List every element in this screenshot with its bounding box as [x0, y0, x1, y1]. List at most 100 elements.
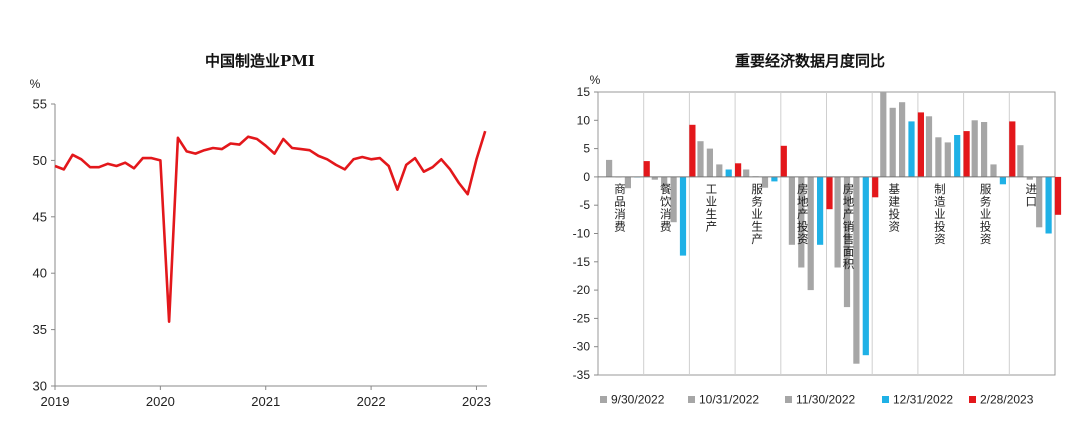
legend-label: 9/30/2022	[611, 393, 665, 407]
bar	[944, 142, 951, 177]
pmi-chart-title: 中国制造业PMI	[205, 52, 315, 70]
category-label: 费	[660, 219, 672, 233]
y-tick-label: -25	[573, 311, 591, 325]
bar	[843, 176, 851, 308]
bar	[971, 120, 978, 177]
y-tick-label: 30	[33, 379, 47, 394]
bar	[1009, 121, 1016, 177]
bar	[807, 176, 814, 291]
y-tick-label: -15	[573, 255, 591, 269]
category-label: 房	[797, 182, 809, 196]
econ-chart-title: 重要经济数据月度同比	[734, 52, 885, 70]
bar	[1036, 176, 1043, 228]
category-label: 投	[797, 219, 809, 233]
category-label: 消	[614, 207, 626, 221]
bar	[1017, 145, 1024, 177]
x-tick-label: 2022	[357, 394, 386, 409]
bar	[990, 164, 997, 177]
bar	[954, 135, 961, 177]
bar	[788, 176, 795, 245]
category-label: 产	[797, 207, 809, 221]
category-label: 地	[797, 194, 809, 208]
bar	[908, 121, 915, 177]
x-tick-label: 2023	[462, 394, 491, 409]
bar	[853, 176, 860, 364]
bar	[624, 176, 631, 189]
bar	[771, 176, 778, 182]
y-tick-label: 45	[33, 209, 47, 224]
legend-label: 12/31/2022	[893, 393, 953, 407]
bar	[670, 176, 677, 223]
category-label: 造	[934, 194, 946, 208]
y-tick-label: -30	[573, 340, 591, 354]
bar	[661, 176, 668, 186]
bar	[716, 164, 723, 177]
bar	[889, 107, 896, 177]
bar	[735, 163, 742, 177]
category-label: 积	[843, 257, 855, 271]
category-label: 餐	[660, 182, 672, 196]
y-tick-label: 55	[33, 97, 47, 112]
bar	[643, 161, 650, 177]
category-label: 商	[614, 182, 626, 196]
bar	[761, 176, 769, 188]
category-label: 资	[797, 232, 809, 246]
category-label: 业	[751, 207, 763, 221]
bar	[834, 176, 841, 268]
bar	[899, 102, 906, 177]
pmi-line-chart: % 30 35 40 45 50 55 2019 2020 2021 2022 2023	[30, 77, 491, 409]
y-tick-label: 10	[577, 113, 591, 127]
bar	[880, 92, 887, 177]
category-label: 工	[706, 182, 718, 196]
legend-label: 2/28/2023	[980, 393, 1034, 407]
legend-label: 10/31/2022	[699, 393, 759, 407]
category-label: 建	[888, 194, 900, 208]
category-label: 服	[751, 182, 763, 196]
category-label: 进	[1026, 182, 1038, 196]
bar	[1045, 176, 1052, 234]
category-label: 资	[888, 219, 900, 233]
category-label: 业	[934, 207, 946, 221]
bar	[798, 176, 805, 268]
bar	[1026, 176, 1033, 180]
category-label: 售	[843, 232, 855, 246]
legend-swatch	[688, 396, 695, 403]
y-tick-label: 35	[33, 322, 47, 337]
category-label: 品	[614, 194, 626, 208]
category-label: 基	[888, 182, 900, 196]
bar	[999, 176, 1006, 185]
category-label: 服	[980, 182, 992, 196]
category-label: 投	[888, 207, 900, 221]
bar	[706, 148, 713, 177]
category-label: 产	[706, 219, 718, 233]
bar	[925, 116, 933, 177]
category-label: 生	[751, 219, 763, 233]
pmi-chart-panel: 中国制造业PMI % 30 35 40 45 50 55 2019 2020 2021 2022 20…	[0, 0, 520, 444]
category-label: 房	[843, 182, 855, 196]
x-tick-label: 2019	[41, 394, 70, 409]
category-label: 务	[980, 194, 992, 208]
legend-swatch	[600, 396, 607, 403]
bar	[862, 176, 869, 356]
legend-swatch	[969, 396, 976, 403]
x-tick-label: 2020	[146, 394, 175, 409]
category-label: 制	[934, 182, 946, 196]
bar	[651, 176, 658, 180]
bar	[679, 176, 687, 256]
y-tick-label: -5	[579, 198, 590, 212]
legend-swatch	[785, 396, 792, 403]
bar	[817, 176, 824, 245]
category-label: 资	[980, 232, 992, 246]
category-label: 销	[843, 219, 855, 233]
category-label: 产	[843, 207, 855, 221]
legend-label: 11/30/2022	[796, 393, 855, 407]
econ-data-chart-panel: 重要经济数据月度同比 % 15 10 5 0 -5 -10 -15 -20 -25 -30 -35 商品…	[540, 0, 1080, 444]
y-tick-label: -20	[573, 283, 591, 297]
bar	[963, 131, 970, 177]
bar	[1054, 176, 1062, 215]
y-tick-label: -35	[573, 368, 591, 382]
bar	[743, 169, 750, 177]
bar	[872, 176, 879, 198]
y-tick-label: 15	[577, 85, 591, 99]
category-label: 消	[660, 207, 672, 221]
